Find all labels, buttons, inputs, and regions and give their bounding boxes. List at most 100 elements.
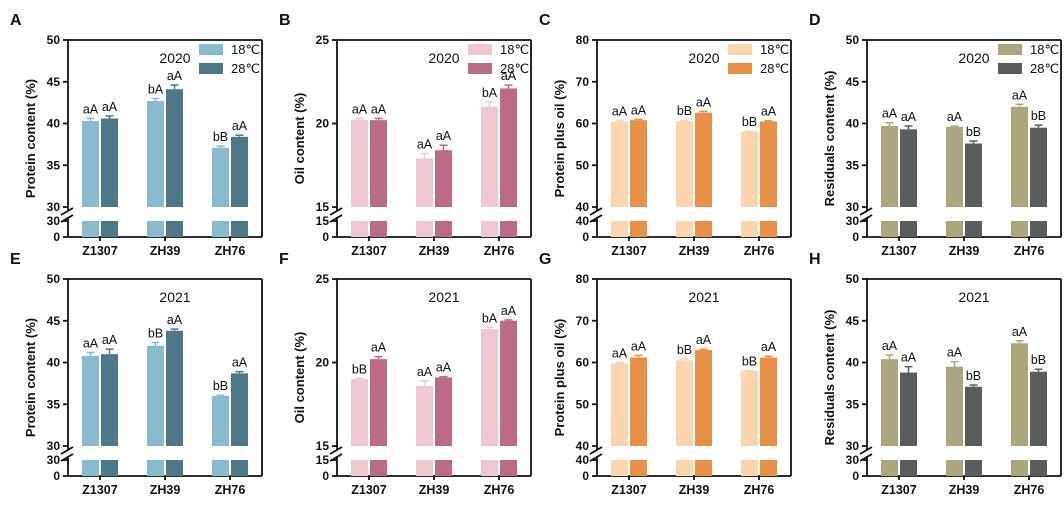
x-tick-label: ZH39 [150, 483, 181, 497]
bar-upper-segment [370, 120, 387, 207]
bar-lower-segment [435, 221, 452, 237]
y-tick-label: 20 [316, 117, 330, 131]
legend-swatch [468, 63, 492, 74]
bar-lower-segment [166, 221, 183, 237]
bar-18℃-ZH39: aA [416, 365, 433, 476]
y-axis-title: Protein content (%) [23, 318, 38, 437]
bar-lower-segment [965, 460, 982, 476]
bar-lower-segment [147, 460, 164, 476]
bar-lower-segment [1030, 221, 1047, 237]
y-tick-label: 40 [846, 117, 860, 131]
bar-upper-segment [695, 349, 712, 446]
bar-28℃-Z1307: aA [900, 110, 917, 237]
panel-label: D [809, 12, 821, 29]
bar-28℃-Z1307: aA [630, 103, 647, 237]
panel-D: D Residuals content (%) 30 35 40 45 50 0 30 Z1307… [809, 12, 1062, 258]
bar-lower-segment [630, 221, 647, 237]
y-tick-label: 40 [846, 356, 860, 370]
significance-label: aA [761, 340, 777, 354]
bar-lower-segment [1030, 460, 1047, 476]
bar-upper-segment [82, 355, 99, 446]
bar-lower-segment [760, 460, 777, 476]
panel-E: E Protein content (%) 30 35 40 45 50 0 30 Z1307 ZH… [10, 251, 263, 497]
bar-18℃-Z1307: aA [351, 102, 368, 237]
bar-upper-segment [1030, 127, 1047, 207]
bar-upper-segment [101, 354, 118, 446]
y-tick-label: 0 [582, 469, 589, 483]
bar-upper-segment [881, 359, 898, 446]
y-tick-label: 40 [47, 117, 61, 131]
bar-upper-segment [166, 330, 183, 446]
bar-lower-segment [611, 460, 628, 476]
significance-label: aA [631, 103, 647, 117]
y-tick-label: 40 [576, 200, 590, 214]
significance-label: aA [501, 304, 517, 318]
bar-lower-segment [166, 460, 183, 476]
significance-label: aA [631, 339, 647, 353]
y-tick-label: 50 [576, 158, 590, 172]
legend-label: 28℃ [760, 61, 789, 76]
bar-lower-segment [82, 221, 99, 237]
y-tick-label: 35 [846, 158, 860, 172]
bar-18℃-ZH39: bB [676, 343, 693, 476]
bar-upper-segment [1011, 106, 1028, 207]
bar-upper-segment [481, 106, 498, 207]
bar-upper-segment [881, 126, 898, 207]
bar-upper-segment [500, 320, 517, 446]
significance-label: bB [966, 369, 981, 383]
y-tick-label: 15 [316, 200, 330, 214]
significance-label: bB [213, 379, 228, 393]
y-tick-label: 35 [846, 397, 860, 411]
axis-break-mark [60, 207, 74, 216]
y-tick-label: 30 [846, 453, 860, 467]
y-tick-label: 60 [576, 356, 590, 370]
significance-label: bB [352, 362, 367, 376]
bar-lower-segment [212, 460, 229, 476]
bar-28℃-ZH76: aA [231, 119, 248, 237]
y-tick-label: 30 [846, 200, 860, 214]
significance-label: aA [102, 100, 118, 114]
bar-28℃-Z1307: aA [370, 102, 387, 237]
significance-label: bA [482, 86, 498, 100]
y-tick-label: 70 [576, 314, 590, 328]
bar-28℃-ZH39: aA [435, 361, 452, 476]
bar-18℃-Z1307: aA [611, 347, 628, 476]
bar-upper-segment [741, 370, 758, 446]
bar-18℃-ZH76: bB [741, 354, 758, 476]
bar-upper-segment [351, 379, 368, 446]
panel-label: A [10, 12, 22, 29]
significance-label: aA [232, 356, 248, 370]
bar-upper-segment [147, 100, 164, 207]
x-tick-label: ZH39 [679, 483, 710, 497]
y-tick-label: 15 [316, 439, 330, 453]
y-tick-label: 80 [576, 272, 590, 286]
bar-upper-segment [695, 112, 712, 207]
y-tick-label: 40 [576, 453, 590, 467]
significance-label: aA [696, 95, 712, 109]
significance-label: bB [148, 326, 163, 340]
legend-swatch [998, 44, 1022, 55]
significance-label: aA [901, 110, 917, 124]
legend-swatch [728, 44, 752, 55]
significance-label: aA [947, 346, 963, 360]
bar-lower-segment [900, 221, 917, 237]
y-tick-label: 40 [47, 356, 61, 370]
bar-upper-segment [101, 118, 118, 207]
y-tick-label: 0 [582, 230, 589, 244]
y-tick-label: 35 [47, 158, 61, 172]
x-tick-label: ZH39 [679, 244, 710, 258]
significance-label: aA [83, 102, 99, 116]
legend: 18℃28℃ [468, 42, 529, 76]
y-tick-label: 45 [846, 314, 860, 328]
y-tick-label: 35 [47, 397, 61, 411]
bar-18℃-Z1307: aA [82, 102, 99, 237]
bar-upper-segment [741, 131, 758, 207]
axis-break-mark [589, 207, 603, 216]
bar-lower-segment [147, 221, 164, 237]
x-tick-label: ZH76 [1014, 244, 1045, 258]
year-label: 2020 [688, 50, 719, 66]
legend-label: 18℃ [760, 42, 789, 57]
significance-label: bB [742, 354, 757, 368]
x-tick-label: Z1307 [82, 244, 117, 258]
